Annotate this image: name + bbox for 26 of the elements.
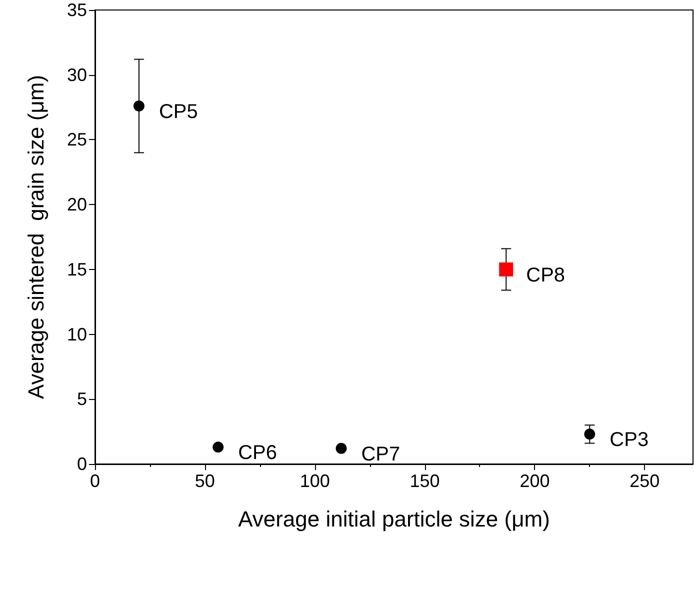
y-tick-label: 5	[76, 389, 87, 410]
y-tick-label: 10	[66, 324, 87, 344]
y-tick-label: 25	[66, 130, 87, 150]
point	[499, 262, 514, 276]
x-tick-label: 100	[300, 471, 330, 491]
point	[212, 442, 224, 453]
x-tick-label: 50	[194, 471, 215, 491]
annotation: CP7	[361, 443, 400, 466]
point	[133, 100, 144, 112]
x-tick-label: 150	[410, 471, 440, 491]
y-tick-label: 30	[66, 64, 87, 85]
annotation: CP3	[610, 429, 649, 452]
y-tick-label: 0	[76, 454, 87, 474]
y-tick-label: 20	[66, 194, 87, 215]
point	[584, 428, 596, 440]
y-axis-title: Average sintered grain size (μm)	[24, 74, 48, 400]
point	[336, 442, 347, 454]
x-axis-title: Average initial particle size (μm)	[238, 506, 550, 532]
y-tick-label: 35	[66, 0, 87, 20]
x-tick-label: 200	[520, 471, 550, 491]
annotation: CP8	[526, 264, 566, 286]
annotation: CP5	[158, 100, 198, 123]
annotation: CP6	[238, 442, 278, 464]
y-tick-label: 15	[66, 259, 87, 280]
x-tick-label: 0	[90, 471, 100, 491]
x-tick-label: 250	[630, 471, 660, 491]
